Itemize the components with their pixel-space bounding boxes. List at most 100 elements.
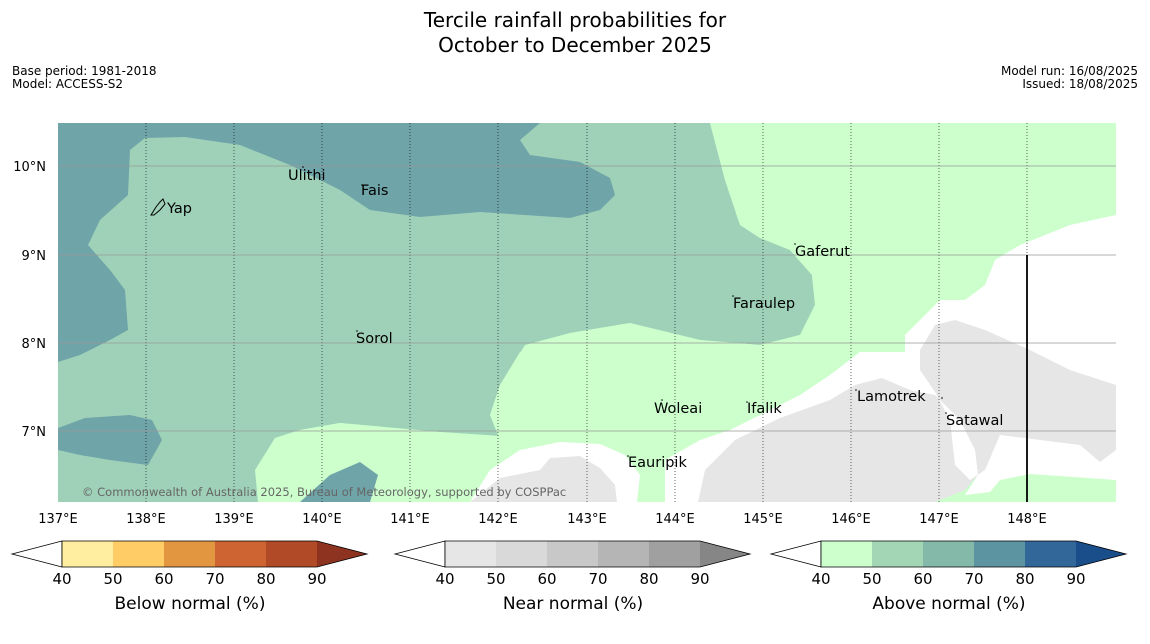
colorbar-outline <box>61 540 369 568</box>
place-label-sorol: Sorol <box>356 331 393 347</box>
lon-tick-label: 147°E <box>919 512 959 527</box>
colorbar-segment <box>547 541 598 567</box>
colorbar-segment <box>872 541 923 567</box>
map-panel <box>58 123 1116 502</box>
lon-tick-label: 144°E <box>655 512 695 527</box>
colorbar-tick-label: 40 <box>811 570 830 588</box>
colorbar-tick-label: 40 <box>52 570 71 588</box>
model-run-text: Model run: 16/08/2025 <box>1000 64 1138 78</box>
lon-tick-label: 137°E <box>38 512 78 527</box>
lon-tick-label: 148°E <box>1007 512 1047 527</box>
region-near-40-east <box>698 378 978 502</box>
lon-tick-label: 145°E <box>743 512 783 527</box>
colorbar-tick-label: 50 <box>486 570 505 588</box>
island-outline-icon <box>150 198 166 216</box>
colorbar-label-above: Above normal (%) <box>872 594 1026 614</box>
colorbar-segment <box>496 541 547 567</box>
copyright-text: © Commonwealth of Australia 2025, Bureau… <box>82 485 566 499</box>
colorbar-outline <box>820 540 1128 568</box>
lat-tick-label: 7°N <box>22 425 47 440</box>
colorbar-above: 40 50 60 70 80 90 <box>769 540 1128 588</box>
island-dot-sorol <box>356 330 358 332</box>
place-label-satawal: Satawal <box>946 413 1003 429</box>
colorbar-segment <box>164 541 215 567</box>
colorbar-tick-label: 90 <box>307 570 326 588</box>
colorbar-extend-low <box>10 540 63 568</box>
island-dot-faraulep <box>732 295 734 297</box>
colorbar-segment <box>649 541 700 567</box>
colorbar-segment <box>215 541 266 567</box>
lon-tick-label: 138°E <box>126 512 166 527</box>
island-dot-lamotrek-2 <box>941 397 943 399</box>
island-dot-ifalik <box>746 401 748 403</box>
colorbar-outline <box>444 540 752 568</box>
island-dots <box>302 166 947 457</box>
colorbar-tick-label: 60 <box>537 570 556 588</box>
island-dot-fais <box>361 184 363 186</box>
colorbar-tick-label: 50 <box>862 570 881 588</box>
lat-tick-label: 10°N <box>13 160 46 175</box>
colorbar-segment <box>266 541 317 567</box>
lon-ticks: 137°E 138°E 139°E 140°E 141°E 142°E 143°… <box>38 512 1047 527</box>
place-label-woleai: Woleai <box>654 401 702 417</box>
lat-tick-label: 8°N <box>22 337 47 352</box>
colorbar-extend-low <box>769 540 822 568</box>
colorbar-tick-label: 80 <box>639 570 658 588</box>
map-title: Tercile rainfall probabilities for Octob… <box>0 8 1150 58</box>
place-labels: Yap Ulithi Fais Gaferut Faraulep Sorol L… <box>166 168 1003 471</box>
base-period-text: Base period: 1981-2018 <box>12 64 157 78</box>
model-text: Model: ACCESS-S2 <box>12 77 124 91</box>
title-line-1: Tercile rainfall probabilities for <box>423 8 727 32</box>
colorbar-tick-label: 70 <box>205 570 224 588</box>
issued-text: Issued: 18/08/2025 <box>1022 77 1138 91</box>
colorbar-extend-high <box>700 541 750 567</box>
lon-tick-label: 143°E <box>567 512 607 527</box>
place-label-ifalik: Ifalik <box>747 401 782 417</box>
region-above-60-southwest <box>58 415 162 465</box>
colorbar-segment <box>821 541 872 567</box>
colorbar-label-below: Below normal (%) <box>114 594 266 614</box>
region-above-60-north <box>58 123 615 362</box>
colorbar-tick-label: 60 <box>154 570 173 588</box>
colorbar-segment <box>598 541 649 567</box>
colorbar-tick-label: 70 <box>588 570 607 588</box>
island-dot-gaferut <box>794 243 796 245</box>
colorbar-tick-label: 90 <box>690 570 709 588</box>
lon-tick-label: 141°E <box>390 512 430 527</box>
colorbar-extend-low <box>393 540 446 568</box>
colorbar-extend-high <box>317 541 367 567</box>
lat-ticks: 10°N 9°N 8°N 7°N <box>13 160 46 440</box>
lon-tick-label: 139°E <box>214 512 254 527</box>
island-dot-eauripik <box>627 455 629 457</box>
region-above-60-south-patch <box>300 462 378 502</box>
colorbar-segment <box>113 541 164 567</box>
place-label-lamotrek: Lamotrek <box>857 389 926 405</box>
colorbar-extend-high <box>1076 541 1126 567</box>
colorbar-label-near: Near normal (%) <box>502 594 644 614</box>
colorbar-segment <box>445 541 496 567</box>
place-label-faraulep: Faraulep <box>733 296 795 312</box>
colorbar-segment <box>62 541 113 567</box>
meta-left: Base period: 1981-2018 Model: ACCESS-S2 <box>12 65 157 91</box>
place-label-eauripik: Eauripik <box>628 455 687 471</box>
colorbars: 40 50 60 70 80 90 40 50 60 70 80 90 40 50 60 70 80 90 <box>10 540 1128 588</box>
island-dot-lamotrek <box>855 389 857 391</box>
place-label-gaferut: Gaferut <box>795 244 850 260</box>
colorbar-tick-label: 80 <box>256 570 275 588</box>
colorbar-tick-label: 80 <box>1015 570 1034 588</box>
place-label-fais: Fais <box>361 183 388 199</box>
colorbar-tick-label: 70 <box>964 570 983 588</box>
colorbar-below: 40 50 60 70 80 90 <box>10 540 369 588</box>
place-label-yap: Yap <box>166 201 192 217</box>
colorbar-near: 40 50 60 70 80 90 <box>393 540 752 588</box>
lat-tick-label: 9°N <box>22 249 47 264</box>
region-white-south <box>470 442 640 502</box>
meta-right: Model run: 16/08/2025 Issued: 18/08/2025 <box>1001 65 1138 91</box>
colorbar-tick-label: 90 <box>1066 570 1085 588</box>
place-label-ulithi: Ulithi <box>288 168 326 184</box>
colorbar-tick-label: 40 <box>435 570 454 588</box>
colorbar-segment <box>923 541 974 567</box>
island-dot-ulithi <box>302 166 304 168</box>
graticule <box>58 123 1116 502</box>
